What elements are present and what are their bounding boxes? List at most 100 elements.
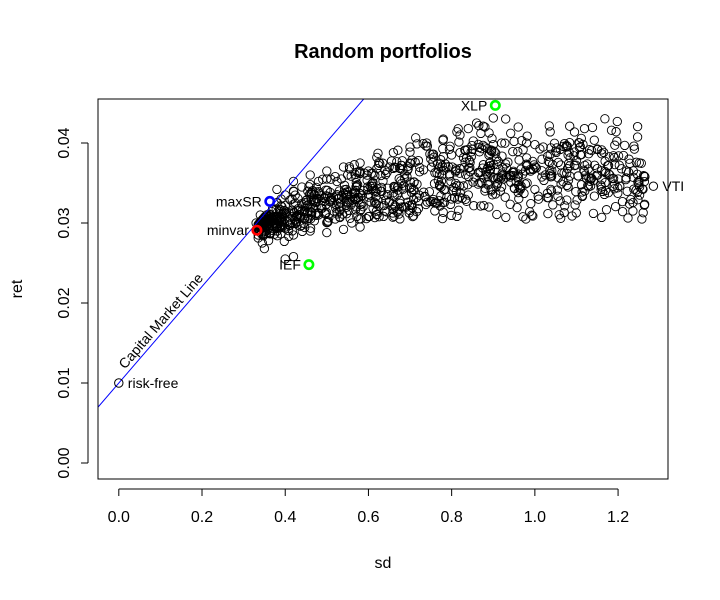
point-minvar: [251, 224, 263, 236]
x-tick-label: 0.8: [441, 509, 463, 526]
portfolio-point: [509, 136, 519, 147]
portfolio-point: [562, 164, 573, 174]
portfolio-point: [458, 153, 469, 163]
portfolio-point: [374, 157, 384, 168]
portfolio-point: [295, 221, 305, 231]
portfolio-point: [290, 190, 300, 200]
portfolio-point: [514, 194, 524, 204]
portfolio-point: [553, 191, 563, 201]
portfolio-point: [386, 156, 397, 166]
portfolio-point: [365, 190, 375, 200]
chart-title: Random portfolios: [294, 41, 472, 63]
portfolio-point: [322, 166, 332, 176]
portfolio-point: [345, 196, 355, 206]
portfolio-point: [259, 243, 270, 254]
portfolio-point: [286, 214, 296, 224]
portfolio-point: [506, 128, 516, 138]
portfolio-point: [458, 181, 469, 191]
portfolio-point: [482, 143, 493, 154]
portfolio-point: [378, 158, 388, 168]
y-tick-label: 0.04: [56, 127, 73, 158]
portfolio-point: [415, 162, 425, 173]
portfolio-point: [496, 138, 507, 148]
portfolio-point: [517, 135, 527, 146]
portfolio-point: [628, 166, 639, 176]
portfolio-point: [389, 191, 399, 201]
portfolio-point: [610, 201, 621, 212]
portfolio-point: [354, 167, 364, 177]
portfolio-point: [313, 176, 324, 187]
portfolio-point: [586, 145, 597, 156]
portfolio-point: [393, 145, 403, 155]
portfolio-point: [501, 114, 511, 124]
portfolio-point: [528, 211, 538, 221]
portfolio-point: [362, 170, 372, 180]
portfolio-point: [370, 212, 380, 223]
portfolio-point: [626, 194, 636, 205]
portfolio-point: [569, 127, 580, 137]
portfolio-point: [351, 173, 361, 183]
portfolio-point: [498, 174, 509, 184]
portfolio-point: [266, 212, 276, 222]
portfolio-point: [463, 123, 473, 134]
portfolio-point: [593, 170, 603, 180]
x-tick-label: 0.2: [191, 509, 213, 526]
portfolio-point: [484, 128, 494, 138]
portfolio-point: [545, 127, 555, 137]
portfolio-point: [617, 206, 628, 217]
portfolio-point: [596, 180, 606, 190]
portfolio-point: [469, 201, 479, 211]
portfolio-point: [624, 154, 634, 164]
portfolio-point: [393, 182, 403, 192]
portfolio-point: [562, 195, 572, 205]
portfolio-point: [579, 123, 590, 134]
portfolio-point: [608, 173, 619, 184]
portfolio-point: [307, 208, 317, 218]
portfolio-point: [370, 170, 380, 181]
portfolio-point: [464, 172, 474, 182]
portfolio-point: [548, 200, 558, 210]
portfolio-point: [342, 196, 352, 207]
portfolio-point: [497, 151, 507, 161]
portfolio-point: [351, 178, 361, 188]
portfolio-point: [533, 191, 543, 201]
portfolio-point: [498, 169, 508, 180]
portfolio-point: [435, 159, 446, 169]
portfolio-point: [555, 196, 565, 206]
portfolio-point: [615, 181, 625, 191]
portfolio-point: [474, 147, 485, 157]
portfolio-point: [637, 184, 647, 194]
portfolio-point: [522, 131, 532, 141]
portfolio-point: [576, 180, 587, 190]
portfolio-point: [575, 150, 585, 160]
portfolio-point: [485, 165, 495, 175]
portfolio-point: [629, 144, 640, 154]
portfolio-point: [331, 203, 341, 213]
portfolio-point: [455, 147, 465, 158]
portfolio-point: [344, 205, 354, 215]
portfolio-point: [632, 121, 643, 132]
portfolio-point: [597, 186, 608, 197]
portfolio-point: [389, 181, 399, 192]
portfolio-point: [570, 200, 580, 210]
portfolio-point: [317, 203, 327, 213]
portfolio-point: [497, 168, 507, 178]
portfolio-point: [436, 182, 446, 192]
portfolio-point: [320, 209, 330, 219]
portfolio-point: [434, 169, 445, 179]
portfolio-point: [480, 186, 490, 196]
portfolio-point: [544, 157, 555, 168]
portfolio-point: [465, 162, 475, 173]
portfolio-point: [302, 214, 313, 224]
portfolio-point: [350, 205, 361, 215]
portfolio-point: [542, 151, 553, 161]
portfolio-point: [406, 158, 416, 169]
y-tick-label: 0.02: [56, 287, 73, 318]
portfolio-point: [603, 188, 614, 198]
portfolio-point: [515, 183, 526, 194]
portfolio-point: [478, 121, 488, 131]
portfolio-point: [492, 209, 502, 220]
portfolio-point: [569, 151, 579, 161]
portfolio-point: [382, 190, 393, 200]
portfolio-point: [491, 182, 501, 192]
